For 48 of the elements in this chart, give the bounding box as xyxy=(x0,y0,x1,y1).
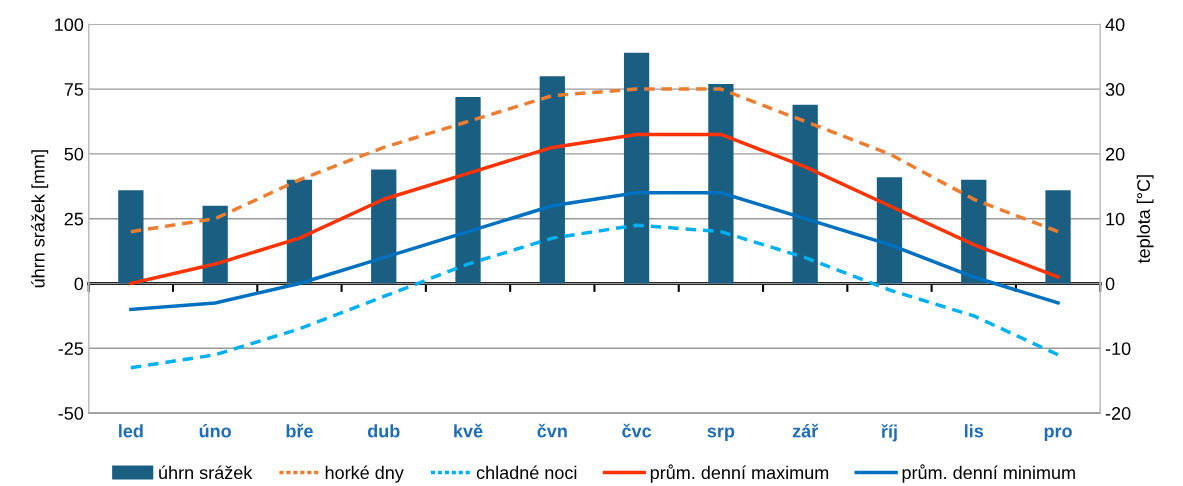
x-tick-label: dub xyxy=(367,424,400,438)
line-series xyxy=(129,87,1060,234)
x-tick-label: pro xyxy=(1044,427,1072,442)
y-tick-label: -50 xyxy=(58,407,84,420)
x-tick-label: čvc xyxy=(622,423,652,438)
legend-label: chladné noci xyxy=(476,465,577,480)
y2-tick-label: -10 xyxy=(1105,342,1131,356)
bar xyxy=(792,104,818,284)
bar xyxy=(623,52,650,284)
line-series xyxy=(129,223,1060,370)
y2-tick-label: 40 xyxy=(1105,18,1125,32)
y-tick-label: -25 xyxy=(58,342,84,356)
line-series xyxy=(129,191,1060,312)
bar xyxy=(876,177,903,284)
x-tick-label: zář xyxy=(792,423,819,438)
legend-label: horké dny xyxy=(325,465,404,483)
y-tick-label: 100 xyxy=(55,18,84,32)
legend-label: úhrn srážek xyxy=(159,465,253,480)
bar xyxy=(1045,190,1071,284)
y2-tick-label: 10 xyxy=(1106,212,1125,226)
y2-tick-label: -20 xyxy=(1105,407,1131,420)
x-tick-label: říj xyxy=(881,424,897,442)
bar xyxy=(286,179,313,284)
y-tick-label: 50 xyxy=(64,147,84,161)
y-tick-label: 25 xyxy=(64,212,84,226)
line-series xyxy=(129,132,1060,286)
legend-label: prům. denní maximum xyxy=(650,464,829,483)
x-tick-label: kvě xyxy=(454,423,483,438)
y-tick-label: 0 xyxy=(74,277,84,291)
legend-label: prům. denní minimum xyxy=(902,464,1075,483)
bar xyxy=(118,190,144,284)
bar xyxy=(539,76,565,284)
y2-tick-label: 30 xyxy=(1105,83,1125,96)
x-tick-label: led xyxy=(119,424,143,438)
y2-tick-label: 20 xyxy=(1105,147,1125,161)
x-tick-label: čvn xyxy=(537,423,567,438)
bar xyxy=(371,169,397,284)
x-tick-label: úno xyxy=(199,424,231,438)
y2-axis-title: teplota [°C] xyxy=(1136,175,1154,264)
y-tick-label: 75 xyxy=(64,83,84,96)
y-axis-title: úhrn srážek [mm] xyxy=(31,150,49,288)
bar xyxy=(455,96,481,284)
x-tick-label: lis xyxy=(964,424,984,438)
x-tick-label: srp xyxy=(707,427,735,442)
bar xyxy=(202,205,228,284)
x-tick-label: bře xyxy=(286,423,313,438)
bar xyxy=(708,83,734,284)
y2-tick-label: 0 xyxy=(1105,277,1115,291)
